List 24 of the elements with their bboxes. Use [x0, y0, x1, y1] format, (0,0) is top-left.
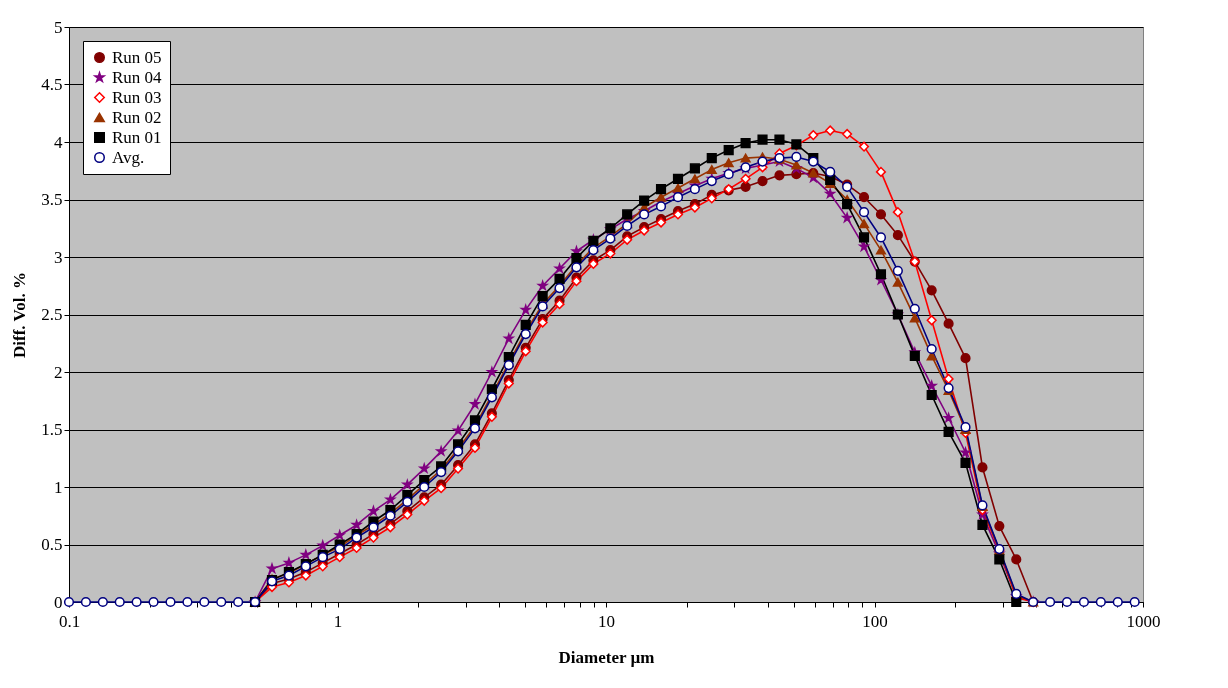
- legend-label: Run 05: [112, 47, 162, 67]
- x-tick-label: 0.1: [58, 611, 81, 631]
- legend-label: Run 03: [112, 87, 162, 107]
- x-tick-label: 10: [598, 611, 615, 631]
- y-tick-label: 0: [54, 592, 63, 612]
- y-tick-label: 2.5: [41, 305, 63, 324]
- y-axis-title: Diff. Vol. %: [10, 272, 30, 358]
- legend-label: Avg.: [112, 147, 145, 167]
- y-tick-label: 1: [54, 477, 63, 497]
- y-tick-label: 1.5: [41, 420, 63, 439]
- legend-label: Run 01: [112, 127, 162, 147]
- y-tick-label: 4.5: [41, 75, 63, 94]
- x-tick-label: 1: [333, 611, 343, 631]
- y-tick-label: 2: [54, 362, 63, 382]
- x-tick-label: 100: [862, 611, 888, 631]
- x-axis-title: Diameter µm: [558, 647, 655, 667]
- y-tick-label: 3: [54, 247, 63, 267]
- x-tick-label: 1000: [1126, 611, 1161, 631]
- y-tick-label: 0.5: [41, 535, 63, 554]
- legend-label: Run 04: [112, 67, 163, 87]
- legend-label: Run 02: [112, 107, 162, 127]
- y-tick-label: 5: [54, 17, 63, 37]
- y-tick-label: 4: [54, 132, 63, 152]
- y-tick-label: 3.5: [41, 190, 63, 209]
